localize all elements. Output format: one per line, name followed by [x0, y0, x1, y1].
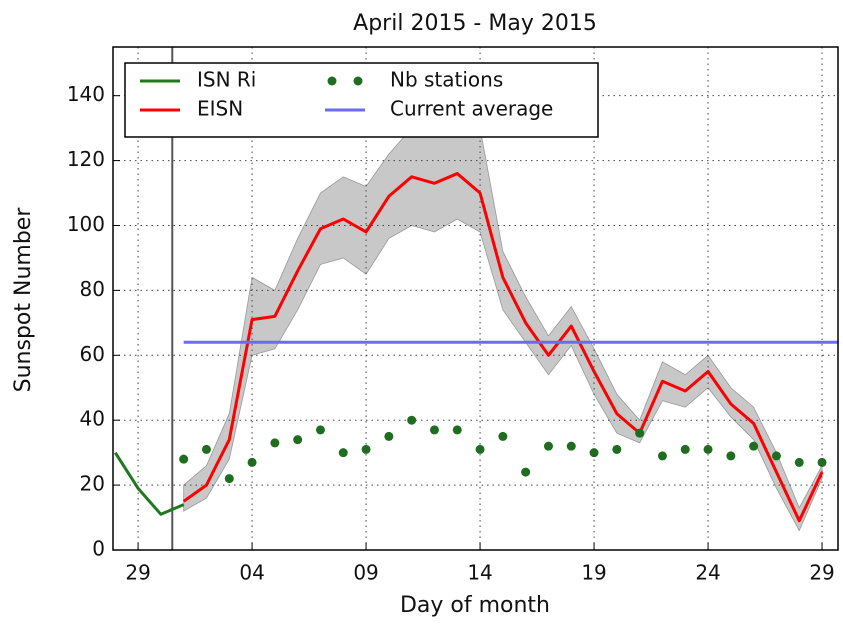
- station-dot: [315, 425, 325, 435]
- x-tick-label: 29: [809, 561, 834, 585]
- station-dot: [589, 448, 599, 458]
- station-dot: [521, 467, 531, 477]
- station-dot: [338, 448, 348, 458]
- station-dot: [749, 441, 759, 451]
- y-tick-label: 120: [67, 147, 105, 171]
- x-tick-label: 29: [125, 561, 150, 585]
- station-dot: [817, 457, 827, 467]
- station-dot: [657, 451, 667, 461]
- x-tick-label: 24: [695, 561, 720, 585]
- station-dot: [224, 474, 234, 484]
- x-tick-label: 04: [239, 561, 264, 585]
- station-dot: [293, 435, 303, 445]
- y-tick-label: 140: [67, 82, 105, 106]
- y-tick-label: 0: [92, 537, 105, 561]
- station-dot: [612, 444, 622, 454]
- chart-title: April 2015 - May 2015: [353, 11, 597, 36]
- series-line: [114, 451, 185, 516]
- error-band: [183, 127, 823, 532]
- plot-area: [114, 47, 838, 550]
- y-tick-label: 80: [80, 277, 105, 301]
- station-dot: [771, 451, 781, 461]
- y-tick-label: 40: [80, 407, 105, 431]
- station-dot: [270, 438, 280, 448]
- station-dot: [179, 454, 189, 464]
- series-line: [182, 172, 824, 523]
- station-dot: [407, 415, 417, 425]
- legend-label: ISN Ri: [197, 68, 256, 92]
- station-dot: [680, 444, 690, 454]
- plot-frame: [112, 46, 839, 551]
- legend-swatch: [353, 76, 363, 86]
- legend-box: [124, 62, 599, 138]
- station-dot: [726, 451, 736, 461]
- legend-label: Nb stations: [390, 68, 503, 92]
- station-dot: [384, 431, 394, 441]
- station-dot: [247, 457, 257, 467]
- station-dot: [452, 425, 462, 435]
- y-tick-label: 20: [80, 472, 105, 496]
- station-dot: [635, 428, 645, 438]
- station-dot: [201, 444, 211, 454]
- legend-label: Current average: [390, 97, 553, 121]
- x-tick-label: 19: [581, 561, 606, 585]
- legend-swatch: [327, 76, 337, 86]
- x-tick-label: 14: [467, 561, 492, 585]
- station-dot: [543, 441, 553, 451]
- station-dot: [794, 457, 804, 467]
- y-tick-label: 100: [67, 212, 105, 236]
- x-tick-label: 09: [353, 561, 378, 585]
- station-dot: [566, 441, 576, 451]
- x-axis-title: Day of month: [400, 593, 550, 618]
- station-dot: [498, 431, 508, 441]
- legend-label: EISN: [197, 97, 243, 121]
- station-dot: [429, 425, 439, 435]
- y-tick-label: 60: [80, 342, 105, 366]
- y-axis-title: Sunspot Number: [11, 207, 36, 393]
